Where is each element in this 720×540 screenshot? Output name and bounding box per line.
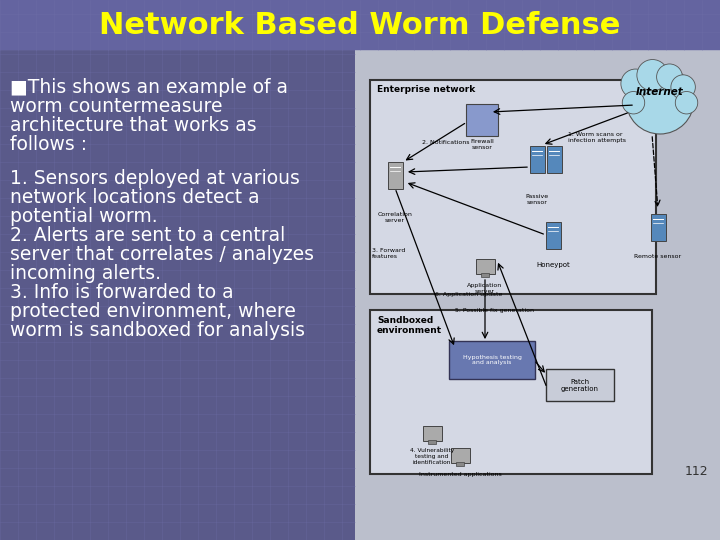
Text: 2. Notifications: 2. Notifications: [422, 140, 469, 145]
Circle shape: [671, 75, 696, 99]
Text: 1. Sensors deployed at various: 1. Sensors deployed at various: [10, 169, 300, 188]
Text: Correlation
server: Correlation server: [377, 212, 413, 223]
Text: 2. Alerts are sent to a central: 2. Alerts are sent to a central: [10, 226, 285, 245]
FancyBboxPatch shape: [387, 161, 402, 188]
Text: 1. Worm scans or
infection attempts: 1. Worm scans or infection attempts: [568, 132, 626, 143]
FancyBboxPatch shape: [370, 310, 652, 474]
FancyBboxPatch shape: [529, 145, 544, 172]
FancyBboxPatch shape: [546, 369, 614, 401]
Text: 6. Application update: 6. Application update: [435, 292, 503, 297]
Circle shape: [626, 66, 694, 134]
Text: Patch
generation: Patch generation: [561, 379, 599, 392]
FancyBboxPatch shape: [650, 213, 665, 240]
Text: ■This shows an example of a: ■This shows an example of a: [10, 78, 288, 97]
FancyBboxPatch shape: [466, 104, 498, 136]
Text: follows :: follows :: [10, 135, 87, 154]
Text: Enterprise network: Enterprise network: [377, 85, 475, 94]
FancyBboxPatch shape: [355, 0, 720, 540]
FancyBboxPatch shape: [360, 57, 712, 482]
FancyBboxPatch shape: [546, 221, 560, 248]
FancyBboxPatch shape: [481, 273, 489, 277]
FancyBboxPatch shape: [475, 259, 495, 273]
Text: architecture that works as: architecture that works as: [10, 116, 256, 135]
Text: potential worm.: potential worm.: [10, 207, 158, 226]
Text: worm is sandboxed for analysis: worm is sandboxed for analysis: [10, 321, 305, 340]
Text: Hypothesis testing
and analysis: Hypothesis testing and analysis: [462, 355, 521, 366]
Text: 3. Info is forwarded to a: 3. Info is forwarded to a: [10, 283, 233, 302]
Circle shape: [657, 64, 683, 90]
Text: server that correlates / analyzes: server that correlates / analyzes: [10, 245, 314, 264]
Text: Application
server: Application server: [467, 283, 503, 294]
FancyBboxPatch shape: [456, 462, 464, 466]
Text: incoming alerts.: incoming alerts.: [10, 264, 161, 283]
Text: protected environment, where: protected environment, where: [10, 302, 296, 321]
Text: Sandboxed: Sandboxed: [377, 316, 433, 325]
FancyBboxPatch shape: [428, 440, 436, 444]
Circle shape: [622, 91, 644, 114]
FancyBboxPatch shape: [370, 80, 656, 294]
Text: Network Based Worm Defense: Network Based Worm Defense: [99, 10, 621, 39]
Text: Firewall
sensor: Firewall sensor: [470, 139, 494, 150]
Text: 5. Possible fix generation: 5. Possible fix generation: [455, 308, 534, 313]
Circle shape: [621, 69, 650, 98]
Circle shape: [675, 91, 698, 114]
FancyBboxPatch shape: [449, 341, 535, 379]
Circle shape: [637, 59, 668, 91]
Text: 112: 112: [685, 465, 708, 478]
Text: 3. Forward
features: 3. Forward features: [372, 248, 405, 259]
FancyBboxPatch shape: [546, 145, 562, 172]
FancyBboxPatch shape: [423, 426, 441, 441]
Text: Remote sensor: Remote sensor: [634, 254, 682, 259]
Text: Passive
sensor: Passive sensor: [526, 194, 549, 205]
Text: 4. Vulnerability
testing and
identification: 4. Vulnerability testing and identificat…: [410, 448, 454, 464]
Text: Internet: Internet: [636, 87, 684, 97]
FancyBboxPatch shape: [0, 0, 355, 540]
Text: network locations detect a: network locations detect a: [10, 188, 260, 207]
FancyBboxPatch shape: [0, 0, 720, 50]
Text: environment: environment: [377, 326, 442, 335]
Text: Honeypot: Honeypot: [536, 262, 570, 268]
Text: worm countermeasure: worm countermeasure: [10, 97, 222, 116]
FancyBboxPatch shape: [451, 448, 469, 462]
Text: Instrumented applications: Instrumented applications: [418, 472, 501, 477]
